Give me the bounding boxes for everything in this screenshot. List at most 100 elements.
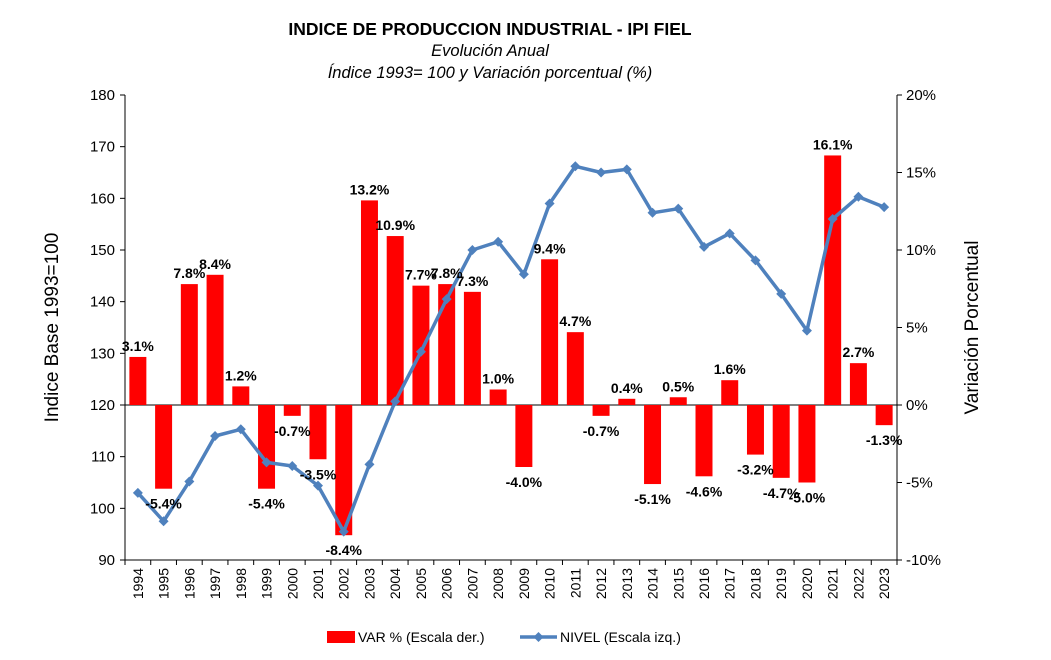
bar-data-label: -0.7% — [274, 423, 311, 439]
line-marker — [493, 236, 504, 247]
x-tick-label: 2018 — [747, 568, 763, 599]
x-tick-label: 2021 — [825, 568, 841, 599]
left-tick-label: 150 — [90, 242, 115, 259]
right-tick-label: -10% — [906, 552, 941, 569]
x-tick-label: 2000 — [284, 568, 300, 599]
x-tick-label: 2010 — [542, 568, 558, 599]
bar-var — [155, 405, 173, 489]
line-marker — [673, 203, 684, 214]
legend-label-nivel: NIVEL (Escala izq.) — [560, 629, 681, 645]
line-marker — [467, 245, 478, 255]
bar-var — [592, 405, 610, 416]
right-tick-label: 10% — [906, 242, 936, 259]
x-tick-label: 2012 — [593, 568, 609, 599]
bar-var — [309, 405, 327, 460]
line-marker — [853, 191, 864, 202]
bar-var — [129, 356, 147, 405]
bar-var — [232, 386, 250, 405]
x-tick-label: 2013 — [619, 568, 635, 599]
y-axis-left-title: Indice Base 1993=100 — [42, 233, 63, 423]
left-tick-label: 130 — [90, 345, 115, 362]
bar-var — [463, 291, 481, 405]
bar-var — [721, 380, 739, 405]
x-tick-label: 2020 — [799, 568, 815, 599]
chart-title: INDICE DE PRODUCCION INDUSTRIAL - IPI FI… — [288, 19, 692, 39]
x-tick-label: 2022 — [850, 568, 866, 599]
bar-var — [541, 259, 559, 405]
bar-var — [618, 398, 636, 405]
right-tick-label: 5% — [906, 320, 928, 337]
bar-data-label: 1.2% — [225, 367, 257, 383]
line-marker — [596, 167, 607, 178]
bar-var — [669, 397, 687, 405]
bar-var — [258, 405, 276, 489]
bar-var — [438, 284, 456, 405]
bar-data-label: 7.3% — [456, 273, 488, 289]
x-tick-label: 2011 — [567, 568, 583, 598]
bar-data-label: 13.2% — [350, 181, 390, 197]
bar-data-label: -5.4% — [248, 496, 285, 512]
right-tick-label: 20% — [906, 87, 936, 104]
bar-data-label: -3.5% — [300, 466, 337, 482]
x-tick-label: 1994 — [130, 568, 146, 599]
bar-data-label: -5.0% — [789, 490, 826, 506]
line-marker — [287, 460, 298, 471]
bar-var — [644, 405, 662, 485]
bar-data-label: -4.0% — [506, 474, 543, 490]
line-marker — [724, 228, 735, 239]
line-marker — [827, 214, 838, 224]
right-tick-label: -5% — [906, 475, 933, 492]
bar-data-label: 8.4% — [199, 256, 231, 272]
bar-var — [746, 405, 764, 455]
x-tick-label: 1998 — [233, 568, 249, 599]
right-tick-label: 0% — [906, 397, 928, 414]
line-marker — [158, 516, 169, 527]
x-tick-label: 2019 — [773, 568, 789, 599]
x-tick-label: 2014 — [645, 568, 661, 599]
bar-data-label: 7.8% — [431, 265, 463, 281]
x-tick-label: 2001 — [310, 568, 326, 599]
line-marker — [313, 480, 323, 491]
line-marker — [132, 487, 143, 498]
bar-var — [798, 405, 816, 483]
bar-var — [335, 405, 353, 536]
bar-var — [386, 236, 404, 405]
bar-data-label: -4.6% — [686, 483, 723, 499]
line-marker — [364, 459, 375, 470]
bar-var — [875, 405, 893, 426]
bar-data-label: -5.1% — [634, 491, 671, 507]
bar-data-label: -5.4% — [145, 496, 182, 512]
line-marker — [699, 241, 709, 252]
chart-subtitle-2: Índice 1993= 100 y Variación porcentual … — [327, 64, 653, 82]
line-marker — [415, 346, 426, 357]
bar-data-label: 2.7% — [842, 344, 874, 360]
bar-data-label: 0.5% — [662, 378, 694, 394]
bar-var — [566, 332, 584, 405]
line-marker — [390, 396, 401, 407]
line-marker — [338, 526, 349, 537]
line-marker — [750, 255, 761, 266]
line-marker — [570, 161, 581, 172]
line-marker — [879, 202, 890, 213]
bar-data-label: -4.7% — [763, 485, 800, 501]
bar-var — [515, 405, 533, 467]
x-tick-label: 1996 — [181, 568, 197, 599]
legend-swatch-var — [327, 631, 355, 643]
x-tick-label: 1995 — [156, 568, 172, 599]
line-marker — [647, 207, 658, 218]
bar-data-label: 7.8% — [173, 265, 205, 281]
bar-var — [849, 363, 867, 405]
line-marker — [801, 325, 812, 336]
bar-var — [824, 155, 842, 405]
x-tick-label: 2016 — [696, 568, 712, 599]
bar-var — [489, 389, 507, 405]
bar-data-label: -1.3% — [866, 432, 903, 448]
left-tick-label: 140 — [90, 294, 115, 311]
x-tick-label: 2023 — [876, 568, 892, 599]
x-tick-label: 2007 — [464, 568, 480, 599]
bar-var — [180, 284, 198, 405]
bar-data-label: 10.9% — [375, 217, 415, 233]
bar-data-label: 16.1% — [813, 136, 853, 152]
bar-data-label: 1.6% — [714, 361, 746, 377]
